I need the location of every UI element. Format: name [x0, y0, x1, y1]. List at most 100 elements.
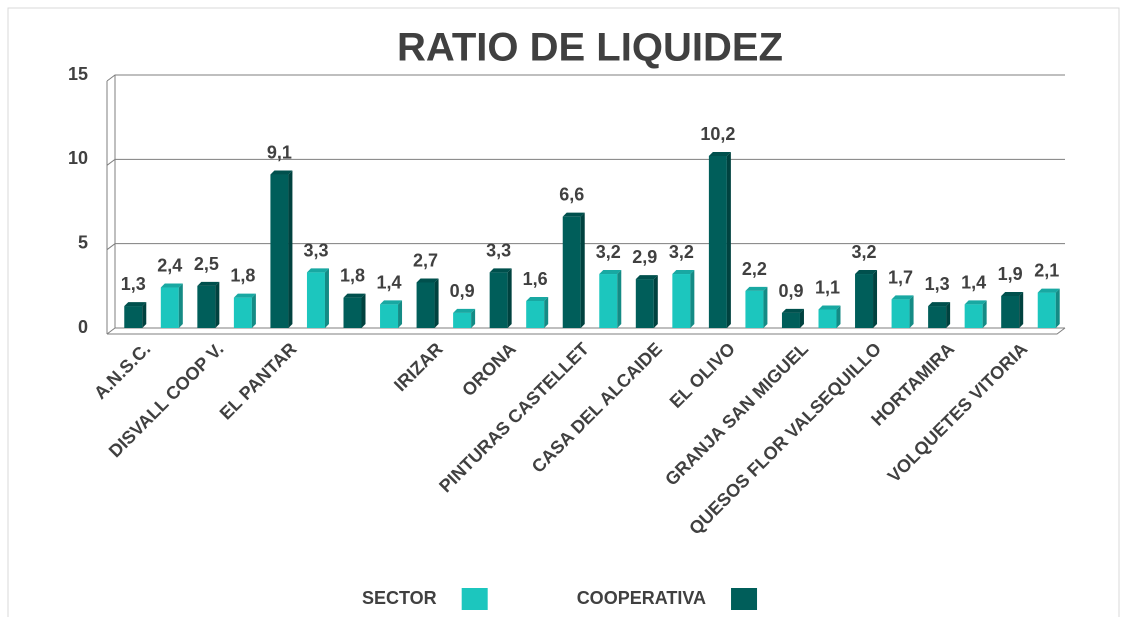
bar-top — [781, 308, 804, 313]
bar-side — [836, 305, 841, 328]
bar-side — [142, 302, 147, 328]
grid-line — [106, 327, 1065, 335]
bar-front — [416, 282, 435, 328]
bar-front — [306, 272, 325, 328]
data-label: 0,9 — [450, 281, 475, 301]
bar-top — [672, 270, 695, 275]
data-label: 3,2 — [852, 242, 877, 262]
bar-side — [946, 302, 951, 328]
bar-front — [160, 287, 179, 328]
bar-top — [416, 278, 439, 283]
bar — [1001, 291, 1024, 328]
y-tick-label: 5 — [78, 232, 88, 252]
bar — [1037, 288, 1060, 328]
bar-front — [855, 274, 874, 328]
data-label: 2,2 — [742, 259, 767, 279]
bar-front — [562, 216, 581, 328]
data-label: 1,9 — [998, 264, 1023, 284]
bar-front — [745, 290, 764, 328]
bar-top — [270, 170, 293, 175]
chart-frame — [7, 7, 1120, 617]
bar-side — [288, 170, 293, 328]
bar-side — [178, 283, 183, 328]
bar-side — [982, 300, 987, 328]
bar — [745, 286, 768, 328]
data-label: 2,4 — [157, 256, 182, 276]
data-label: 3,2 — [669, 242, 694, 262]
y-tick-label: 15 — [68, 64, 88, 84]
y-tick-label: 0 — [78, 317, 88, 337]
bar-top — [343, 293, 366, 298]
bar-front — [124, 306, 143, 328]
bar-front — [1037, 292, 1056, 328]
bar-side — [580, 212, 585, 328]
legend-label: SECTOR — [362, 588, 437, 608]
bar — [124, 302, 147, 328]
bar-top — [855, 270, 878, 275]
data-label: 1,8 — [340, 266, 365, 286]
data-label: 1,3 — [121, 274, 146, 294]
bar-side — [507, 268, 512, 328]
data-label: 2,5 — [194, 254, 219, 274]
bar-front — [453, 312, 472, 328]
bar — [160, 283, 183, 328]
bar-top — [1037, 288, 1060, 293]
bar — [453, 308, 476, 328]
bar-top — [708, 151, 731, 156]
bar-side — [398, 300, 403, 328]
bar-front — [1001, 295, 1020, 328]
bar — [635, 275, 658, 328]
data-label: 2,1 — [1034, 261, 1059, 281]
bar-front — [197, 285, 216, 328]
x-tick-label: EL OLIVO — [666, 339, 739, 412]
bar-top — [380, 300, 403, 305]
data-label: 1,6 — [523, 269, 548, 289]
bar-front — [526, 301, 545, 328]
bar-front — [599, 274, 618, 328]
data-label: 1,3 — [925, 274, 950, 294]
bar — [818, 305, 841, 328]
bar-top — [526, 297, 549, 302]
bar-top — [599, 270, 622, 275]
legend-swatch — [461, 588, 488, 610]
data-label: 3,3 — [486, 240, 511, 260]
bar-top — [160, 283, 183, 288]
data-label: 1,4 — [961, 272, 986, 292]
bar-side — [653, 275, 658, 328]
bar — [781, 308, 804, 328]
x-tick-label: CASA DEL ALCAIDE — [528, 339, 666, 477]
grid-line — [106, 74, 1065, 82]
bar-front — [891, 299, 910, 328]
bar — [343, 293, 366, 328]
bar-side — [799, 308, 804, 328]
data-label: 2,7 — [413, 250, 438, 270]
y-tick-label: 10 — [68, 148, 88, 168]
bar — [964, 300, 987, 328]
bar — [562, 212, 585, 328]
grid-line — [106, 243, 1065, 251]
bar-front — [270, 174, 289, 328]
data-label: 9,1 — [267, 143, 292, 163]
bar-side — [909, 295, 914, 328]
bar-side — [763, 286, 768, 328]
data-label: 1,7 — [888, 267, 913, 287]
bar-side — [690, 270, 695, 328]
bar-top — [635, 275, 658, 280]
bar-side — [361, 293, 366, 328]
bar — [708, 151, 731, 328]
bar-top — [964, 300, 987, 305]
bar-top — [306, 268, 329, 273]
bar-top — [928, 302, 951, 307]
bar-side — [617, 270, 622, 328]
bar — [489, 268, 512, 328]
bar-front — [818, 309, 837, 328]
bar-front — [964, 304, 983, 328]
legend-label: COOPERATIVA — [577, 588, 706, 608]
bar-top — [453, 308, 476, 313]
bar-side — [434, 278, 439, 328]
bar-top — [891, 295, 914, 300]
bar — [928, 302, 951, 328]
bar-front — [708, 155, 727, 328]
